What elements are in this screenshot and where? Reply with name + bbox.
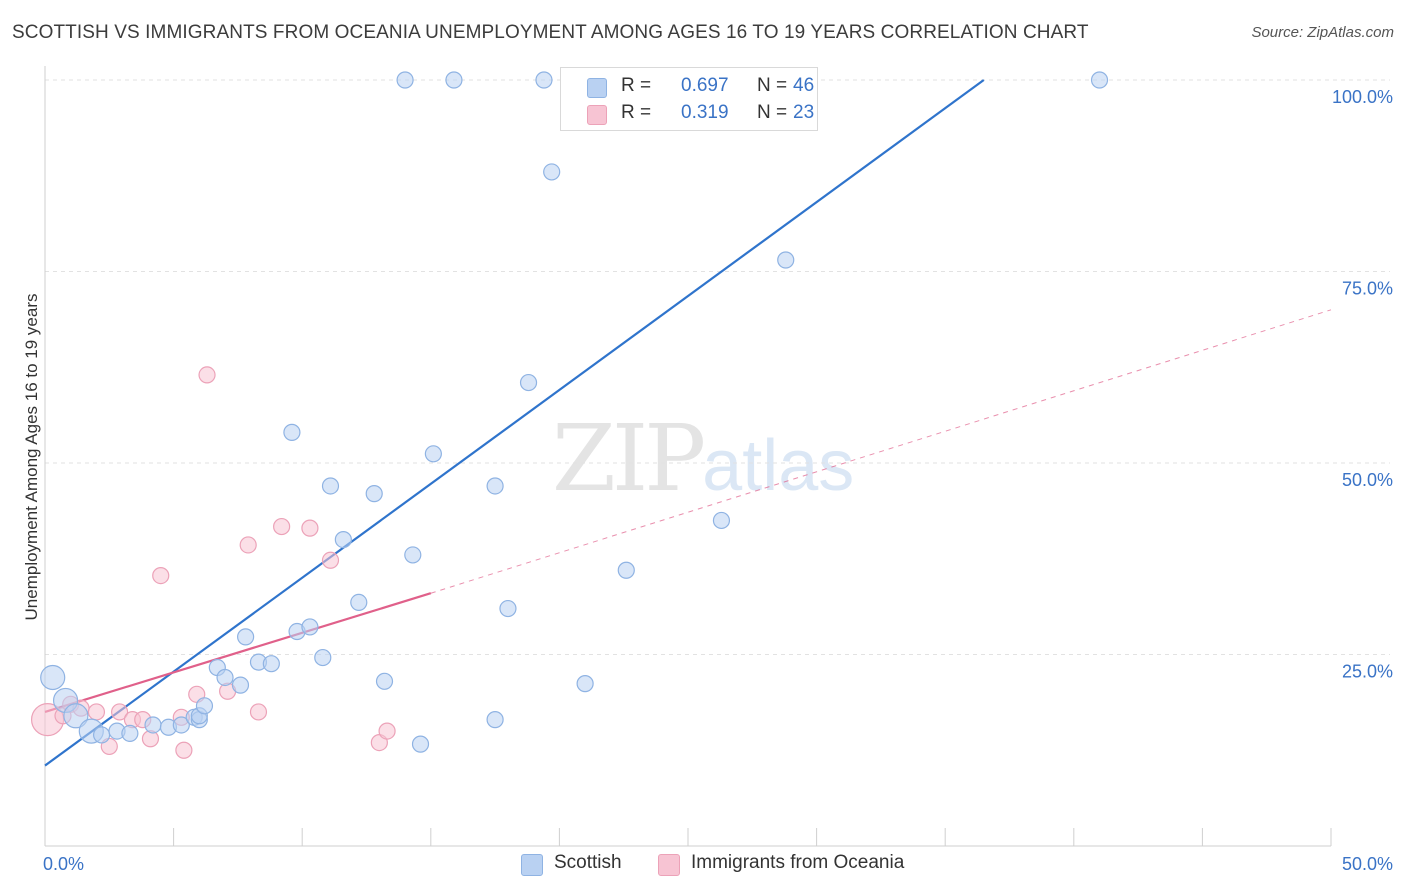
data-point-oceania xyxy=(301,519,319,537)
data-point-scottish xyxy=(231,676,250,694)
source-credit: Source: ZipAtlas.com xyxy=(1251,24,1394,41)
data-point-scottish xyxy=(777,251,795,269)
x-tick-label: 0.0% xyxy=(43,854,84,874)
n-label: N = xyxy=(757,102,788,123)
trendline-oceania-extension xyxy=(430,309,1332,594)
data-point-oceania xyxy=(273,517,291,536)
axes xyxy=(44,66,1332,847)
legend-label-oceania: Immigrants from Oceania xyxy=(691,852,905,873)
trendlines xyxy=(44,79,1332,767)
n-value: 46 xyxy=(793,75,815,96)
legend-swatch-scottish xyxy=(521,854,543,876)
data-point-scottish xyxy=(486,477,504,495)
swatch-scottish xyxy=(587,78,607,98)
data-point-scottish xyxy=(40,664,66,691)
data-point-scottish xyxy=(375,672,394,690)
data-point-oceania xyxy=(321,551,340,569)
data-point-scottish xyxy=(445,71,463,89)
y-tick-label: 50.0% xyxy=(1342,470,1393,490)
data-point-scottish xyxy=(283,423,301,441)
data-point-oceania xyxy=(198,366,216,384)
data-point-scottish xyxy=(404,546,422,564)
chart-title: SCOTTISH VS IMMIGRANTS FROM OCEANIA UNEM… xyxy=(12,22,1089,43)
gridlines xyxy=(45,79,1390,655)
trendline-oceania xyxy=(44,592,432,714)
data-point-oceania xyxy=(110,703,129,721)
data-point-scottish xyxy=(92,726,111,744)
legend-label-scottish: Scottish xyxy=(554,852,622,873)
data-point-scottish xyxy=(195,697,214,715)
data-point-scottish xyxy=(237,628,255,646)
data-point-scottish xyxy=(576,675,594,693)
trendline-scottish xyxy=(44,79,985,767)
points-immigrants-from-oceania xyxy=(30,366,396,759)
data-point-scottish xyxy=(411,735,430,753)
data-point-scottish xyxy=(216,668,234,687)
data-point-scottish xyxy=(262,655,280,673)
data-point-scottish xyxy=(314,648,332,667)
data-point-scottish xyxy=(172,716,190,734)
stats-legend: R = 0.697 N = 46 R = 0.319 N = 23 xyxy=(560,67,818,131)
data-point-scottish xyxy=(321,477,340,495)
tick-labels: 25.0% 50.0% 75.0% 100.0% 0.0% 50.0% xyxy=(43,87,1393,874)
data-point-scottish xyxy=(334,530,352,549)
y-tick-label: 25.0% xyxy=(1342,662,1393,682)
data-point-scottish xyxy=(396,71,414,89)
points-scottish xyxy=(40,71,1109,753)
data-point-scottish xyxy=(535,71,553,89)
swatch-oceania xyxy=(587,105,607,125)
r-value: 0.697 xyxy=(681,75,729,96)
data-point-scottish xyxy=(301,618,319,636)
data-point-scottish xyxy=(424,445,442,463)
series-legend: Scottish Immigrants from Oceania xyxy=(0,852,1406,878)
y-tick-label: 100.0% xyxy=(1332,87,1393,107)
data-point-scottish xyxy=(519,373,538,392)
data-point-scottish xyxy=(63,703,89,729)
data-point-oceania xyxy=(239,536,257,554)
data-point-scottish xyxy=(486,711,504,729)
data-point-scottish xyxy=(144,716,162,734)
data-point-scottish xyxy=(617,561,635,579)
data-point-oceania xyxy=(152,567,170,585)
data-point-scottish xyxy=(365,485,383,503)
legend-swatch-oceania xyxy=(658,854,680,876)
data-point-scottish xyxy=(350,593,368,612)
data-point-oceania xyxy=(249,703,268,721)
data-point-scottish xyxy=(1090,71,1109,89)
data-point-scottish xyxy=(499,599,517,618)
data-point-oceania xyxy=(87,703,106,721)
r-label: R = xyxy=(621,75,652,96)
n-label: N = xyxy=(757,75,788,96)
r-label: R = xyxy=(621,102,652,123)
data-point-scottish xyxy=(543,163,561,181)
r-value: 0.319 xyxy=(681,102,729,123)
data-point-scottish xyxy=(712,511,731,530)
data-point-oceania xyxy=(175,741,193,759)
y-tick-label: 75.0% xyxy=(1342,279,1393,299)
y-axis-label: Unemployment Among Ages 16 to 19 years xyxy=(22,293,41,621)
data-point-oceania xyxy=(378,722,396,740)
n-value: 23 xyxy=(793,102,815,123)
data-point-scottish xyxy=(121,724,139,742)
x-tick-label: 50.0% xyxy=(1342,854,1393,874)
